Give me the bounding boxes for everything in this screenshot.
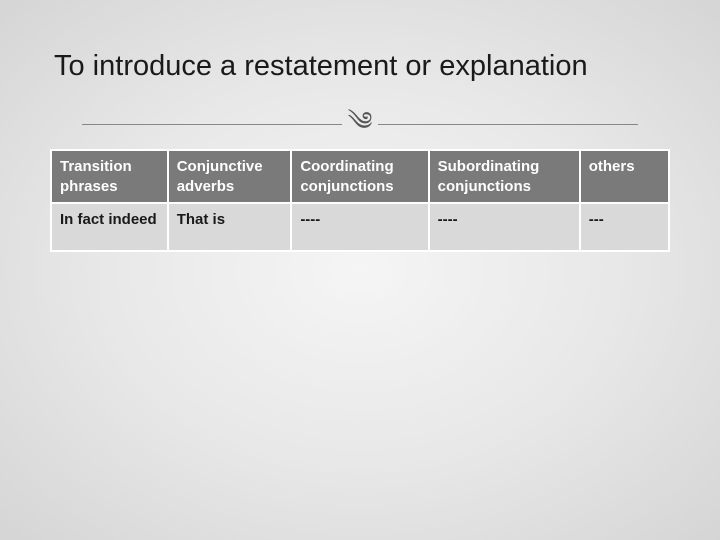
slide: To introduce a restatement or explanatio… bbox=[0, 0, 720, 540]
col-header-conjunctive-adverbs: Conjunctive adverbs bbox=[168, 150, 292, 203]
slide-title: To introduce a restatement or explanatio… bbox=[50, 50, 670, 83]
cell-others: --- bbox=[580, 203, 669, 251]
col-header-transition-phrases: Transition phrases bbox=[51, 150, 168, 203]
divider-line-left bbox=[82, 124, 342, 125]
divider: ༄ bbox=[50, 111, 670, 137]
col-header-subordinating-conjunctions: Subordinating conjunctions bbox=[429, 150, 580, 203]
cell-conjunctive-adverbs: That is bbox=[168, 203, 292, 251]
cell-subordinating-conjunctions: ---- bbox=[429, 203, 580, 251]
table-header-row: Transition phrases Conjunctive adverbs C… bbox=[51, 150, 669, 203]
connectives-table: Transition phrases Conjunctive adverbs C… bbox=[50, 149, 670, 252]
table-row: In fact indeed That is ---- ---- --- bbox=[51, 203, 669, 251]
divider-line-right bbox=[378, 124, 638, 125]
flourish-icon: ༄ bbox=[348, 109, 373, 135]
cell-coordinating-conjunctions: ---- bbox=[291, 203, 428, 251]
cell-transition-phrases: In fact indeed bbox=[51, 203, 168, 251]
col-header-others: others bbox=[580, 150, 669, 203]
col-header-coordinating-conjunctions: Coordinating conjunctions bbox=[291, 150, 428, 203]
